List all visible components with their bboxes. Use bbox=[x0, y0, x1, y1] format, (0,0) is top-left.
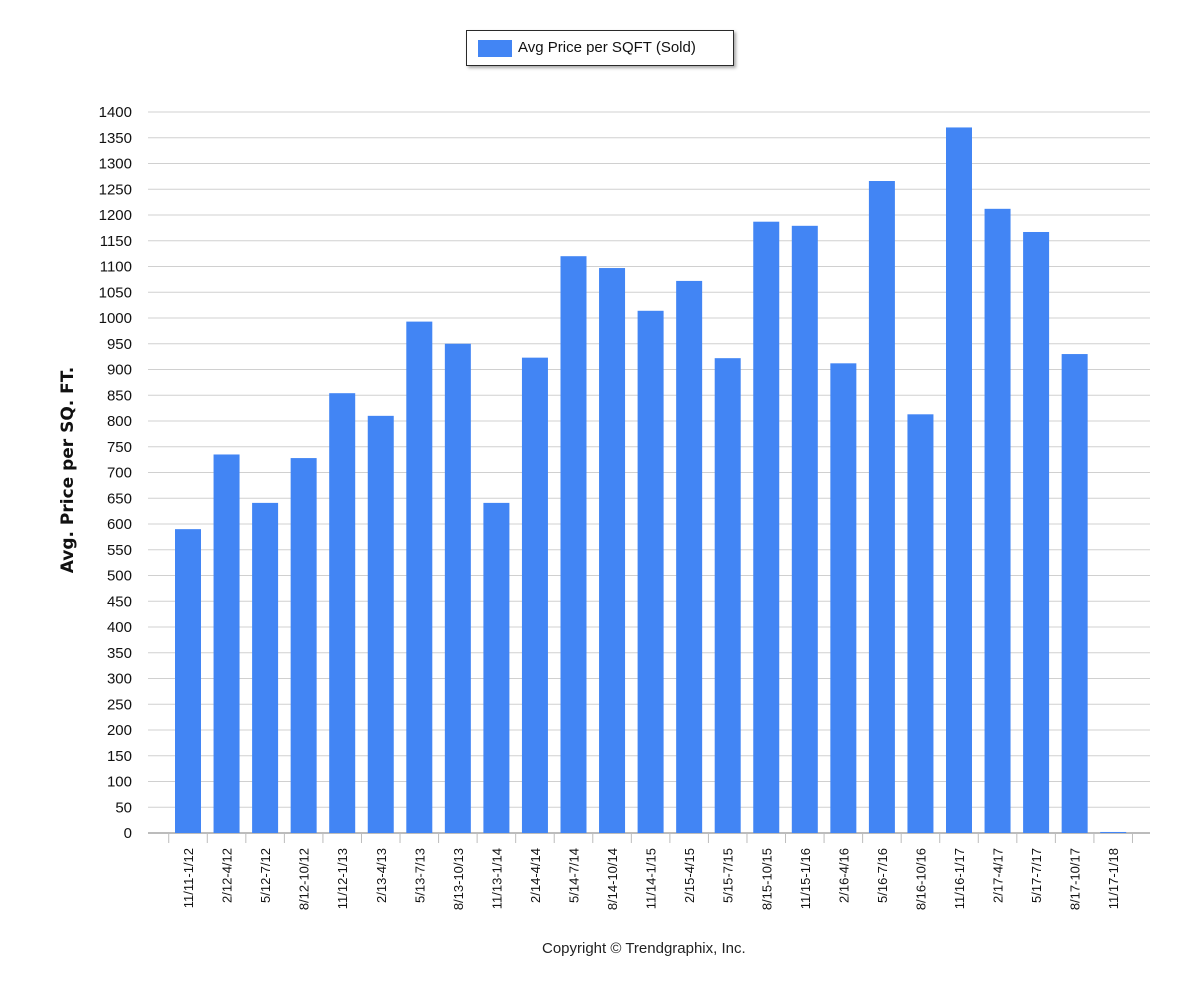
y-tick-label: 1050 bbox=[99, 284, 132, 301]
bar bbox=[637, 310, 664, 833]
x-tick-label: 5/13-7/13 bbox=[412, 848, 427, 903]
x-tick-label: 2/17-4/17 bbox=[991, 848, 1006, 903]
x-tick-label: 11/13-1/14 bbox=[489, 848, 504, 909]
y-tick-label: 700 bbox=[107, 465, 132, 482]
bar bbox=[791, 225, 818, 833]
bar bbox=[406, 321, 433, 833]
x-tick-label: 11/12-1/13 bbox=[335, 848, 350, 909]
bar bbox=[252, 502, 279, 833]
x-tick-label: 8/15-10/15 bbox=[759, 848, 774, 910]
legend-swatch bbox=[478, 40, 512, 57]
x-tick-label: 2/14-4/14 bbox=[528, 848, 543, 903]
x-tick-label: 11/17-1/18 bbox=[1106, 848, 1121, 909]
y-tick-label: 200 bbox=[107, 722, 132, 739]
x-tick-label: 5/12-7/12 bbox=[258, 848, 273, 903]
bar bbox=[290, 458, 317, 833]
y-tick-label: 1350 bbox=[99, 130, 132, 147]
bar bbox=[329, 393, 356, 833]
y-tick-label: 1100 bbox=[100, 259, 132, 276]
bar bbox=[444, 343, 471, 833]
y-tick-label: 800 bbox=[107, 413, 132, 430]
y-tick-label: 950 bbox=[107, 336, 132, 353]
y-tick-label: 1150 bbox=[100, 233, 132, 250]
y-tick-label: 300 bbox=[107, 671, 132, 688]
bar bbox=[521, 357, 548, 833]
x-tick-label: 2/16-4/16 bbox=[836, 848, 851, 903]
y-tick-label: 500 bbox=[107, 568, 132, 585]
x-tick-label: 2/13-4/13 bbox=[374, 848, 389, 903]
bar bbox=[907, 414, 934, 833]
y-tick-label: 50 bbox=[115, 799, 132, 816]
x-tick-label: 11/15-1/16 bbox=[798, 848, 813, 909]
x-tick-label: 2/15-4/15 bbox=[682, 848, 697, 903]
bar bbox=[560, 256, 587, 833]
legend[interactable]: Avg Price per SQFT (Sold) bbox=[466, 30, 734, 66]
bar bbox=[753, 221, 780, 833]
x-tick-label: 8/13-10/13 bbox=[451, 848, 466, 910]
x-tick-label: 5/15-7/15 bbox=[721, 848, 736, 903]
legend-label: Avg Price per SQFT (Sold) bbox=[518, 39, 696, 56]
bar bbox=[1100, 831, 1127, 833]
y-tick-label: 1200 bbox=[99, 207, 132, 224]
x-tick-label: 8/14-10/14 bbox=[605, 848, 620, 910]
y-tick-label: 650 bbox=[107, 490, 132, 507]
bar bbox=[1023, 231, 1050, 833]
y-tick-label: 750 bbox=[107, 439, 132, 456]
y-tick-label: 100 bbox=[107, 774, 132, 791]
bar bbox=[599, 268, 626, 833]
y-tick-label: 850 bbox=[107, 387, 132, 404]
bar bbox=[175, 529, 201, 833]
y-tick-label: 400 bbox=[107, 619, 132, 636]
bar bbox=[676, 280, 703, 833]
y-tick-label: 550 bbox=[107, 542, 132, 559]
x-tick-label: 2/12-4/12 bbox=[220, 848, 235, 903]
copyright-footer: Copyright © Trendgraphix, Inc. bbox=[542, 940, 746, 957]
x-tick-label: 5/16-7/16 bbox=[875, 848, 890, 903]
y-tick-label: 450 bbox=[107, 593, 132, 610]
bar bbox=[367, 415, 394, 833]
y-tick-label: 900 bbox=[107, 362, 132, 379]
y-tick-label: 600 bbox=[107, 516, 132, 533]
x-tick-label: 8/16-10/16 bbox=[913, 848, 928, 910]
x-tick-label: 8/12-10/12 bbox=[297, 848, 312, 910]
y-tick-label: 1250 bbox=[99, 181, 132, 198]
bar bbox=[714, 358, 741, 833]
y-tick-label: 1000 bbox=[99, 310, 132, 327]
x-tick-label: 5/14-7/14 bbox=[567, 848, 582, 903]
y-tick-label: 0 bbox=[124, 825, 132, 842]
x-tick-label: 5/17-7/17 bbox=[1029, 848, 1044, 903]
y-tick-label: 150 bbox=[107, 748, 132, 765]
x-tick-label: 11/14-1/15 bbox=[644, 848, 659, 909]
bar bbox=[830, 363, 857, 833]
bar bbox=[868, 181, 895, 833]
x-tick-label: 11/11-1/12 bbox=[181, 848, 196, 908]
bar bbox=[483, 502, 510, 833]
x-tick-label: 11/16-1/17 bbox=[952, 848, 967, 909]
bar bbox=[213, 454, 240, 833]
bar bbox=[984, 208, 1011, 833]
y-tick-label: 1400 bbox=[99, 104, 132, 121]
bar bbox=[946, 127, 972, 833]
y-tick-label: 250 bbox=[107, 696, 132, 713]
y-tick-label: 350 bbox=[107, 645, 132, 662]
y-tick-label: 1300 bbox=[99, 156, 132, 173]
bar bbox=[1061, 354, 1088, 833]
x-tick-label: 8/17-10/17 bbox=[1068, 848, 1083, 910]
